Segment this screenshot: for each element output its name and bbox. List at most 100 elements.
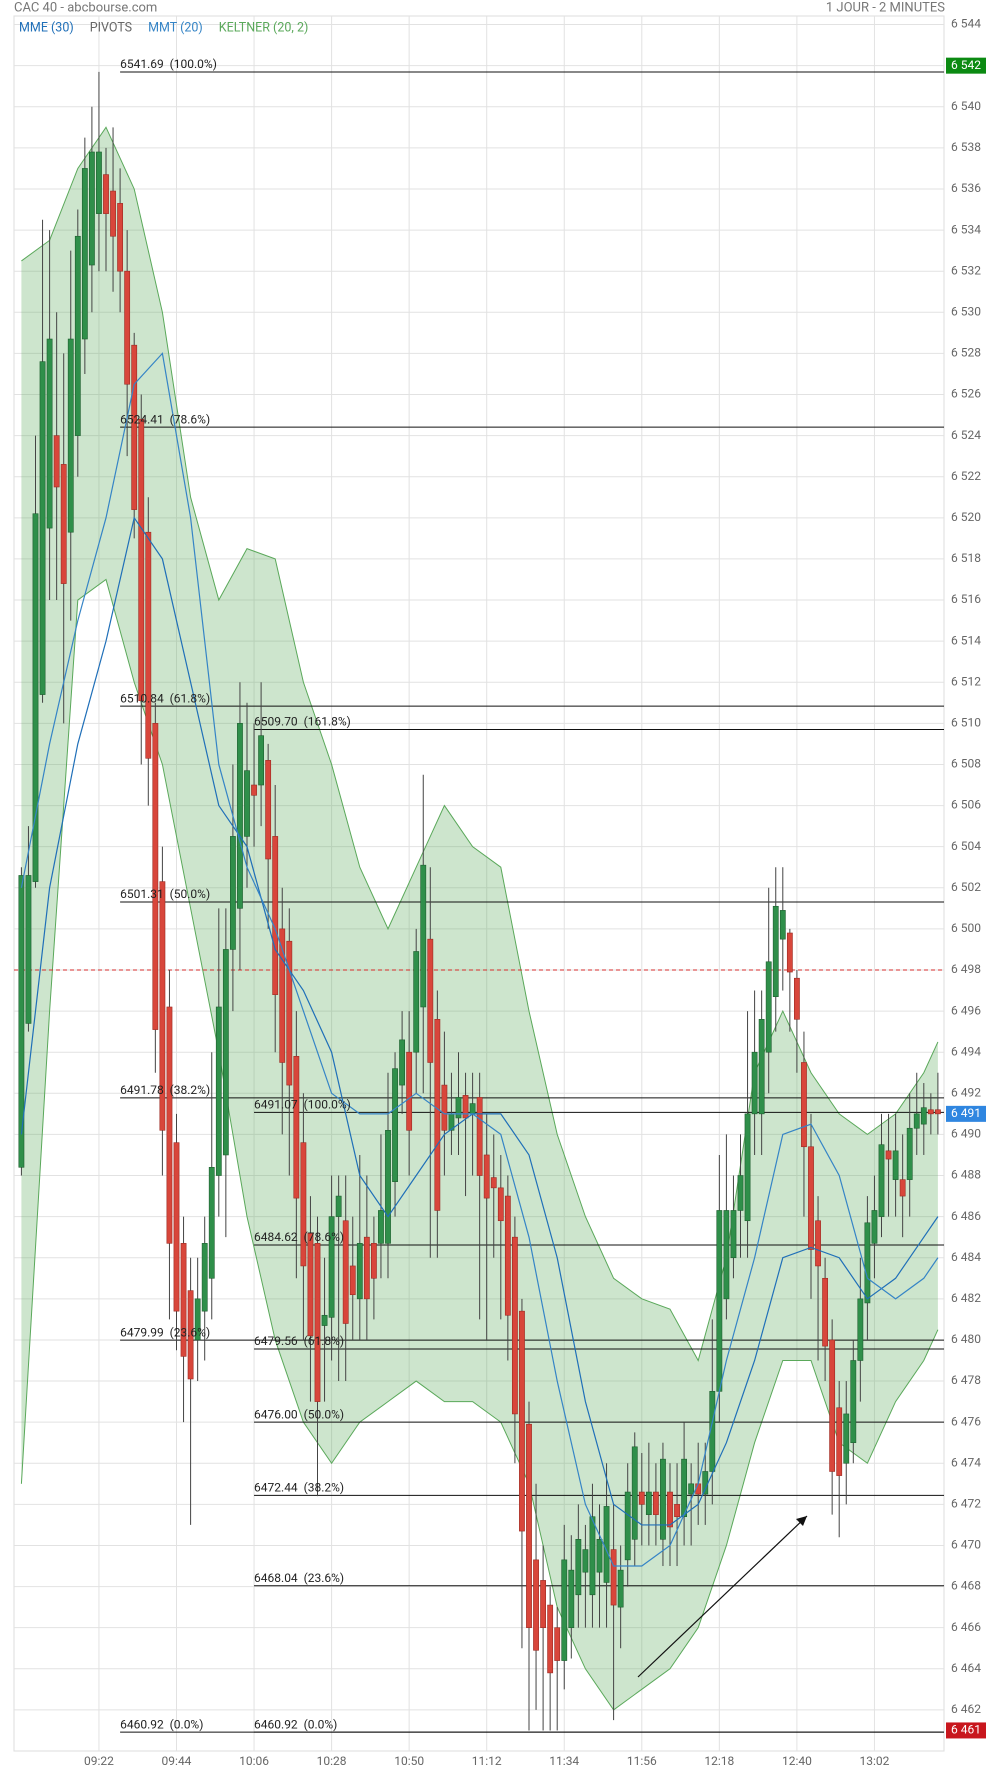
chart-title: CAC 40 - abcbourse.com <box>14 0 157 15</box>
candle-body <box>244 770 250 837</box>
candle-body <box>631 1446 638 1540</box>
y-tick-label: 6 516 <box>951 592 981 606</box>
candle-body <box>279 928 286 1063</box>
candle-body <box>18 875 25 1168</box>
fib-label: 6479.56 (61.8%) <box>254 1334 344 1348</box>
x-tick-label: 11:12 <box>472 1754 502 1768</box>
candle-body <box>378 1210 384 1244</box>
y-tick-label: 6 472 <box>951 1497 981 1511</box>
candle-body <box>152 723 159 1030</box>
y-tick-label: 6 490 <box>951 1127 981 1141</box>
candle-body <box>293 1056 300 1199</box>
candle-body <box>547 1604 554 1674</box>
candle-body <box>878 1144 885 1217</box>
y-tick-label: 6 464 <box>951 1661 981 1675</box>
y-tick-label: 6 536 <box>951 181 981 195</box>
candle-body <box>392 1068 398 1182</box>
candle-body <box>335 1195 342 1217</box>
y-tick-label: 6 466 <box>951 1620 981 1634</box>
candle-body <box>660 1458 666 1540</box>
candle-body <box>399 1039 405 1086</box>
arrow-head <box>796 1516 807 1526</box>
candle-body <box>166 1006 173 1244</box>
candle-body <box>427 938 434 1063</box>
y-tick-label: 6 506 <box>951 798 981 812</box>
candle-body <box>716 1210 723 1392</box>
candle-body <box>25 875 32 1024</box>
y-tick-label: 6 480 <box>951 1332 981 1346</box>
y-tick-label: 6 492 <box>951 1085 981 1099</box>
price-badge <box>946 57 986 74</box>
candle-body <box>730 1210 737 1259</box>
y-tick-label: 6 484 <box>951 1250 981 1264</box>
candle-body <box>74 235 81 436</box>
fib-label: 6541.69 (100.0%) <box>120 57 217 71</box>
candle-body <box>32 513 39 882</box>
fib-label: 6479.99 (23.6%) <box>120 1325 210 1339</box>
y-tick-label: 6 496 <box>951 1003 981 1017</box>
x-tick-label: 13:02 <box>860 1754 890 1768</box>
y-tick-label: 6 530 <box>951 304 981 318</box>
price-badge-label: 6 461 <box>951 1723 981 1737</box>
y-tick-label: 6 544 <box>951 17 981 31</box>
candle-body <box>434 1019 441 1211</box>
y-tick-label: 6 520 <box>951 510 981 524</box>
fib-label: 6491.78 (38.2%) <box>120 1083 210 1097</box>
legend-item: KELTNER (20, 2) <box>219 20 309 35</box>
candle-body <box>504 1195 511 1316</box>
candle-body <box>497 1187 504 1222</box>
candle-body <box>638 1491 645 1505</box>
candle-body <box>215 1006 222 1176</box>
candle-body <box>927 1109 934 1115</box>
y-tick-label: 6 486 <box>951 1209 981 1223</box>
candle-body <box>864 1222 871 1304</box>
candle-body <box>81 168 88 340</box>
candle-body <box>455 1097 462 1119</box>
candle-body <box>906 1127 913 1180</box>
fib-label: 6460.92 (0.0%) <box>120 1717 203 1731</box>
candle-body <box>413 951 420 1053</box>
y-tick-label: 6 532 <box>951 263 981 277</box>
candle-body <box>490 1177 497 1189</box>
candle-body <box>589 1516 596 1596</box>
candle-body <box>462 1095 469 1119</box>
fib-label: 6468.04 (23.6%) <box>254 1571 344 1585</box>
candle-body <box>899 1179 906 1197</box>
candle-body <box>46 338 53 529</box>
fib-label: 6491.07 (100.0%) <box>254 1098 351 1112</box>
candle-body <box>575 1539 582 1596</box>
candle-body <box>836 1407 843 1476</box>
x-tick-label: 11:34 <box>549 1754 579 1768</box>
candle-body <box>476 1097 483 1176</box>
candle-body <box>103 174 109 214</box>
candle-body <box>568 1569 575 1628</box>
x-tick-label: 09:22 <box>84 1754 114 1768</box>
candle-body <box>758 1019 765 1115</box>
candle-body <box>385 1130 391 1244</box>
candle-body <box>688 1483 695 1495</box>
arrow <box>637 1515 808 1678</box>
fib-label: 6501.31 (50.0%) <box>120 887 210 901</box>
candle-body <box>328 1216 335 1318</box>
y-tick-label: 6 540 <box>951 99 981 113</box>
candle-body <box>681 1458 687 1517</box>
candle-body <box>596 1539 603 1573</box>
fib-label: 6484.62 (78.6%) <box>254 1230 344 1244</box>
moving-average <box>20 352 939 1567</box>
candle-body <box>624 1491 631 1561</box>
candle-body <box>772 905 779 998</box>
candle-body <box>124 270 131 385</box>
candle-body <box>110 190 116 237</box>
candle-body <box>913 1113 920 1129</box>
candle-body <box>554 1627 561 1661</box>
candle-body <box>645 1491 652 1515</box>
candle-body <box>857 1298 864 1361</box>
x-tick-label: 11:56 <box>627 1754 657 1768</box>
y-tick-label: 6 476 <box>951 1414 981 1428</box>
candle-body <box>920 1107 927 1125</box>
price-badge <box>946 1722 986 1739</box>
x-tick-label: 12:18 <box>704 1754 734 1768</box>
candle-body <box>561 1559 568 1661</box>
fib-label: 6460.92 (0.0%) <box>254 1717 337 1731</box>
